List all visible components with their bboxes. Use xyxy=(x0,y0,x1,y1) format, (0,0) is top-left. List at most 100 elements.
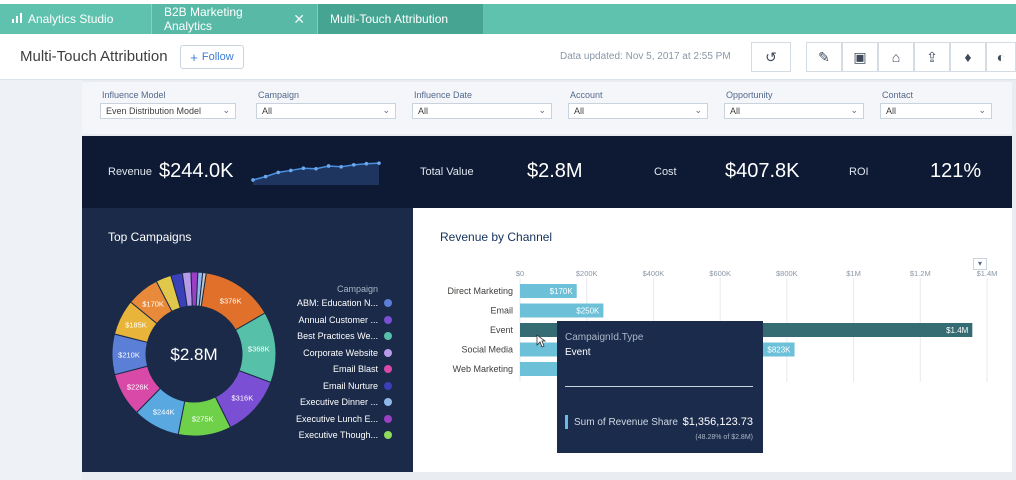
follow-label: Follow xyxy=(201,51,234,63)
notify-button[interactable]: ♦ xyxy=(950,42,986,72)
legend-item[interactable]: Executive Lunch E... xyxy=(272,414,392,431)
undo-button[interactable]: ↺ xyxy=(751,42,791,72)
tab-multi-touch-attribution[interactable]: Multi-Touch Attribution xyxy=(318,4,484,34)
select-value: All xyxy=(418,106,429,116)
slice-label: $185K xyxy=(125,321,147,330)
sparkline-point xyxy=(301,166,306,170)
filter-label: Account xyxy=(570,90,603,100)
filter-influence-date: Influence Date All ⌄ xyxy=(412,90,552,119)
sparkline-point xyxy=(377,161,381,165)
x-tick-label: $0 xyxy=(516,269,524,278)
legend-swatch xyxy=(384,431,392,439)
tooltip-swatch xyxy=(565,415,568,429)
share-button[interactable]: ⇪ xyxy=(914,42,950,72)
legend-swatch xyxy=(384,299,392,307)
x-tick-label: $800K xyxy=(776,269,798,278)
x-tick-label: $600K xyxy=(709,269,731,278)
chevron-down-icon: ⌄ xyxy=(850,105,858,115)
bar-value-label: $170K xyxy=(550,287,574,296)
donut-slice[interactable] xyxy=(198,271,207,308)
x-tick-label: $200K xyxy=(576,269,598,278)
legend-label: Executive Lunch E... xyxy=(295,413,378,424)
total-value: $2.8M xyxy=(527,160,583,182)
close-icon[interactable]: ✕ xyxy=(293,10,305,27)
tooltip-value: Event xyxy=(565,347,591,358)
slice-label: $226K xyxy=(127,383,149,392)
x-tick-label: $1.4M xyxy=(977,269,998,278)
x-tick-label: $1M xyxy=(846,269,861,278)
top-campaigns-donut[interactable]: $376K $368K $316K $275K $244K $226K $210K $185K… xyxy=(104,264,284,444)
bookmark-button[interactable]: ⌂ xyxy=(878,42,914,72)
edit-button[interactable]: ✎ xyxy=(806,42,842,72)
filter-contact: Contact All ⌄ xyxy=(880,90,992,119)
roi-value: 121% xyxy=(930,160,982,182)
campaign-legend: Campaign ABM: Education N... Annual Custo… xyxy=(272,284,392,447)
legend-item[interactable]: Annual Customer ... xyxy=(272,315,392,332)
select-value: All xyxy=(730,106,741,116)
contact-select[interactable]: All ⌄ xyxy=(880,103,992,119)
tab-b2b-marketing-analytics[interactable]: B2B Marketing Analytics ✕ xyxy=(152,4,318,34)
kpi-band: Revenue $244.0K Total Value $2.8M Cost $… xyxy=(82,136,1012,208)
influence-model-select[interactable]: Even Distribution Model ⌄ xyxy=(100,103,236,119)
follow-button[interactable]: + Follow xyxy=(180,45,244,69)
legend-label: Annual Customer ... xyxy=(298,314,378,325)
legend-item[interactable]: Email Blast xyxy=(272,364,392,381)
legend-item[interactable]: Executive Though... xyxy=(272,430,392,447)
influence-date-select[interactable]: All ⌄ xyxy=(412,103,552,119)
filter-opportunity: Opportunity All ⌄ xyxy=(724,90,864,119)
revenue-by-channel-title: Revenue by Channel xyxy=(440,230,553,244)
campaign-select[interactable]: All ⌄ xyxy=(256,103,396,119)
channel-bar[interactable] xyxy=(520,303,604,318)
sparkline-point xyxy=(263,174,268,179)
chevron-down-icon: ⌄ xyxy=(538,105,546,115)
legend-label: Best Practices We... xyxy=(297,331,378,341)
save-button[interactable]: ▣ xyxy=(842,42,878,72)
more-button[interactable]: ◐ xyxy=(986,42,1016,72)
slice-label: $244K xyxy=(153,407,175,416)
revenue-value: $244.0K xyxy=(159,160,234,182)
revenue-sparkline[interactable] xyxy=(250,154,382,188)
legend-swatch xyxy=(384,398,392,406)
sparkline-point xyxy=(314,166,318,171)
sparkline-point xyxy=(276,170,280,175)
chart-menu-button[interactable]: ▾ xyxy=(973,258,987,270)
legend-title: Campaign xyxy=(336,284,378,294)
share-icon: ⇪ xyxy=(926,48,938,65)
category-label: Event xyxy=(490,325,514,335)
category-label: Email xyxy=(490,306,513,316)
legend-item[interactable]: Corporate Website xyxy=(272,348,392,365)
sparkline-point xyxy=(326,164,331,168)
tooltip-field: CampaignId.Type xyxy=(565,332,644,343)
filter-influence-model: Influence Model Even Distribution Model ⌄ xyxy=(100,90,236,119)
legend-swatch xyxy=(384,332,392,340)
legend-item[interactable]: Executive Dinner ... xyxy=(272,397,392,414)
legend-label: Email Nurture xyxy=(322,380,378,391)
legend-item[interactable]: ABM: Education N... xyxy=(272,298,392,315)
account-select[interactable]: All ⌄ xyxy=(568,103,708,119)
tab-label: B2B Marketing Analytics xyxy=(164,5,243,33)
sparkline-point xyxy=(289,168,293,173)
tab-analytics-studio[interactable]: Analytics Studio xyxy=(0,4,152,34)
channel-bar[interactable] xyxy=(520,284,577,298)
pencil-icon: ✎ xyxy=(818,48,830,65)
left-gutter xyxy=(0,80,82,480)
legend-label: Executive Though... xyxy=(298,430,378,440)
category-label: Direct Marketing xyxy=(447,286,513,296)
category-label: Social Media xyxy=(461,345,513,355)
filter-bar: Influence Model Even Distribution Model ⌄… xyxy=(82,82,1012,134)
legend-item[interactable]: Email Nurture xyxy=(272,381,392,398)
filter-label: Opportunity xyxy=(726,90,773,100)
chart-tooltip: CampaignId.Type Event Sum of Revenue Sha… xyxy=(557,321,763,453)
tooltip-metric-label: Sum of Revenue Share xyxy=(574,417,678,428)
opportunity-select[interactable]: All ⌄ xyxy=(724,103,864,119)
select-value: All xyxy=(574,106,585,116)
legend-item[interactable]: Best Practices We... xyxy=(272,331,392,348)
legend-swatch xyxy=(384,414,392,423)
slice-label: $376K xyxy=(220,296,242,305)
legend-swatch xyxy=(384,381,392,390)
legend-label: Email Blast xyxy=(332,364,378,374)
select-value: Even Distribution Model xyxy=(106,106,202,116)
legend-label: Executive Dinner ... xyxy=(299,397,378,407)
bar-value-label: $1.4M xyxy=(946,326,969,335)
filter-account: Account All ⌄ xyxy=(568,90,708,119)
